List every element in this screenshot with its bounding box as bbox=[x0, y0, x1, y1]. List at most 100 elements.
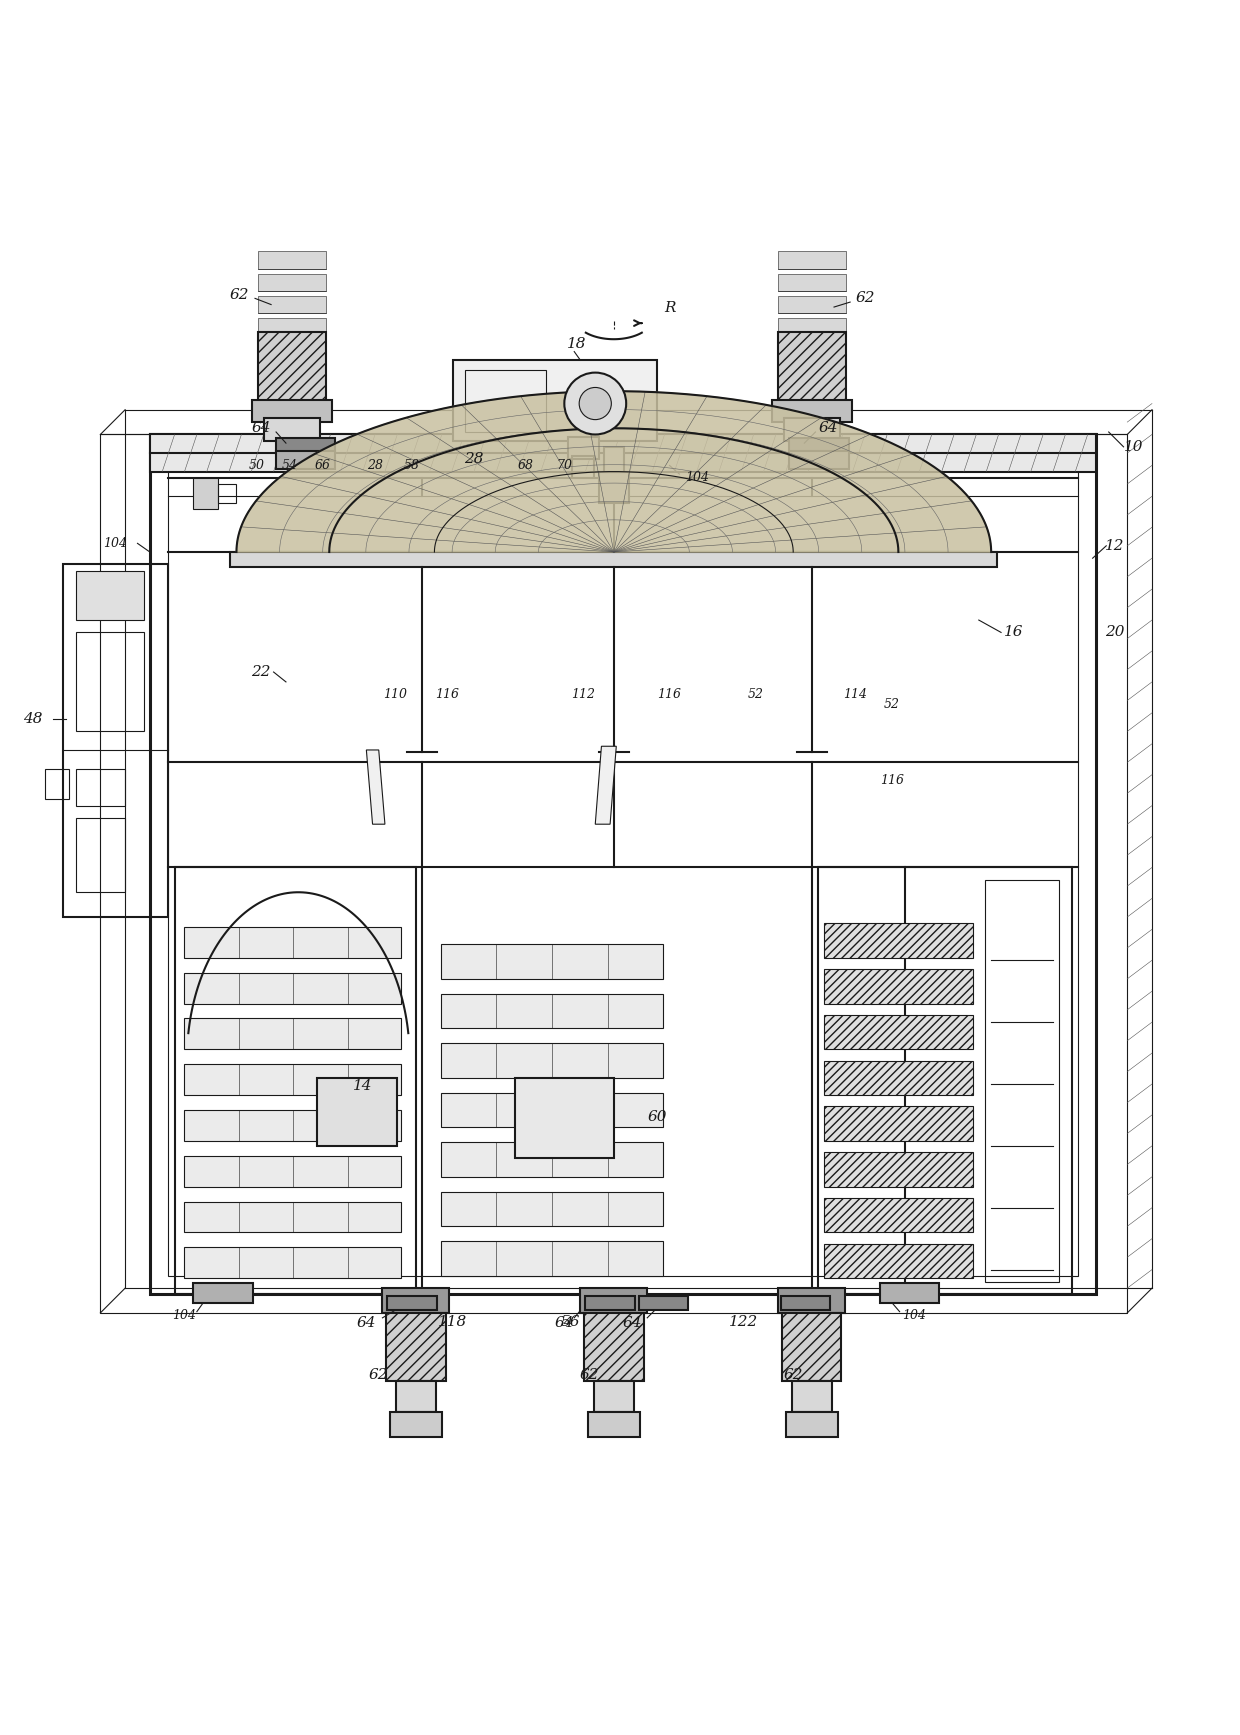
Bar bbox=[440, 994, 663, 1029]
Text: 12: 12 bbox=[1105, 540, 1125, 553]
Bar bbox=[185, 1018, 401, 1050]
Text: 28: 28 bbox=[367, 458, 383, 472]
Text: 114: 114 bbox=[843, 687, 867, 701]
Bar bbox=[777, 274, 846, 291]
Bar bbox=[185, 1064, 401, 1095]
Bar bbox=[784, 418, 839, 441]
Text: 62: 62 bbox=[229, 288, 249, 302]
Bar bbox=[218, 484, 237, 503]
Bar bbox=[825, 1015, 972, 1050]
Bar bbox=[777, 206, 846, 224]
Bar bbox=[389, 1412, 441, 1437]
Bar bbox=[585, 1296, 635, 1310]
Bar bbox=[790, 451, 849, 468]
Bar bbox=[258, 163, 326, 180]
Bar bbox=[568, 437, 599, 460]
Bar bbox=[258, 331, 326, 404]
Bar bbox=[777, 331, 846, 404]
Circle shape bbox=[564, 373, 626, 434]
Bar bbox=[779, 1287, 846, 1313]
Text: 64: 64 bbox=[554, 1315, 574, 1329]
Text: 16: 16 bbox=[1003, 625, 1023, 640]
Bar bbox=[45, 769, 69, 800]
Text: 50: 50 bbox=[248, 458, 264, 472]
Bar bbox=[76, 769, 125, 805]
Text: 66: 66 bbox=[315, 458, 331, 472]
Bar bbox=[453, 361, 657, 441]
Bar bbox=[258, 318, 326, 335]
Bar bbox=[515, 1077, 614, 1159]
Bar bbox=[440, 1093, 663, 1128]
Bar bbox=[258, 252, 326, 269]
Bar bbox=[594, 1381, 634, 1412]
Polygon shape bbox=[237, 390, 991, 552]
Bar bbox=[264, 132, 320, 158]
Bar bbox=[584, 1313, 644, 1381]
Text: 116: 116 bbox=[657, 687, 682, 701]
Bar bbox=[825, 1107, 972, 1142]
Text: 22: 22 bbox=[252, 665, 272, 678]
Bar bbox=[639, 1296, 688, 1310]
Bar bbox=[258, 184, 326, 201]
Bar bbox=[599, 472, 629, 503]
Bar bbox=[440, 1192, 663, 1227]
Bar bbox=[317, 1077, 397, 1145]
Text: 14: 14 bbox=[353, 1079, 372, 1093]
Bar bbox=[580, 1287, 647, 1313]
Bar bbox=[825, 1152, 972, 1187]
Text: 118: 118 bbox=[439, 1315, 467, 1329]
Bar bbox=[588, 1412, 640, 1437]
Text: 52: 52 bbox=[884, 697, 900, 711]
Bar bbox=[277, 439, 336, 453]
Bar bbox=[63, 564, 169, 918]
Polygon shape bbox=[366, 750, 384, 824]
Bar bbox=[185, 926, 401, 958]
Text: 64: 64 bbox=[357, 1315, 376, 1329]
Text: 64: 64 bbox=[622, 1315, 642, 1329]
Text: 62: 62 bbox=[370, 1367, 388, 1381]
Bar bbox=[572, 456, 594, 477]
Bar bbox=[264, 418, 320, 441]
Bar bbox=[169, 453, 1078, 1275]
Text: 104: 104 bbox=[172, 1308, 196, 1322]
Bar bbox=[604, 448, 624, 472]
Bar bbox=[258, 274, 326, 291]
Bar bbox=[825, 1244, 972, 1279]
Text: 68: 68 bbox=[518, 458, 534, 472]
Bar bbox=[258, 229, 326, 246]
Text: 110: 110 bbox=[383, 687, 407, 701]
Text: 116: 116 bbox=[880, 774, 904, 788]
Text: 116: 116 bbox=[435, 687, 459, 701]
Bar bbox=[781, 1296, 831, 1310]
Bar bbox=[784, 132, 839, 158]
Bar bbox=[777, 297, 846, 314]
Bar bbox=[790, 439, 849, 453]
Bar bbox=[100, 434, 1127, 1313]
Bar bbox=[150, 434, 1096, 1294]
Bar bbox=[252, 399, 332, 422]
Bar bbox=[258, 206, 326, 224]
Bar bbox=[193, 1284, 253, 1303]
Text: 60: 60 bbox=[647, 1110, 667, 1124]
Bar bbox=[825, 968, 972, 1003]
Bar bbox=[777, 229, 846, 246]
Text: 28: 28 bbox=[464, 453, 484, 467]
Bar bbox=[777, 184, 846, 201]
Bar bbox=[782, 1313, 842, 1381]
Text: 122: 122 bbox=[729, 1315, 759, 1329]
Bar bbox=[786, 1412, 838, 1437]
Bar bbox=[825, 1060, 972, 1095]
Text: 104: 104 bbox=[903, 1308, 926, 1322]
Bar bbox=[825, 1197, 972, 1232]
Text: 62: 62 bbox=[784, 1367, 804, 1381]
Bar bbox=[771, 399, 852, 422]
Text: 64: 64 bbox=[818, 422, 837, 435]
Bar bbox=[193, 477, 218, 508]
Text: 56: 56 bbox=[560, 1315, 580, 1329]
Bar bbox=[76, 817, 125, 892]
Bar bbox=[185, 1156, 401, 1187]
Bar bbox=[387, 1296, 436, 1310]
Bar bbox=[818, 868, 1071, 1294]
Bar bbox=[231, 552, 997, 567]
Text: R: R bbox=[663, 302, 676, 316]
